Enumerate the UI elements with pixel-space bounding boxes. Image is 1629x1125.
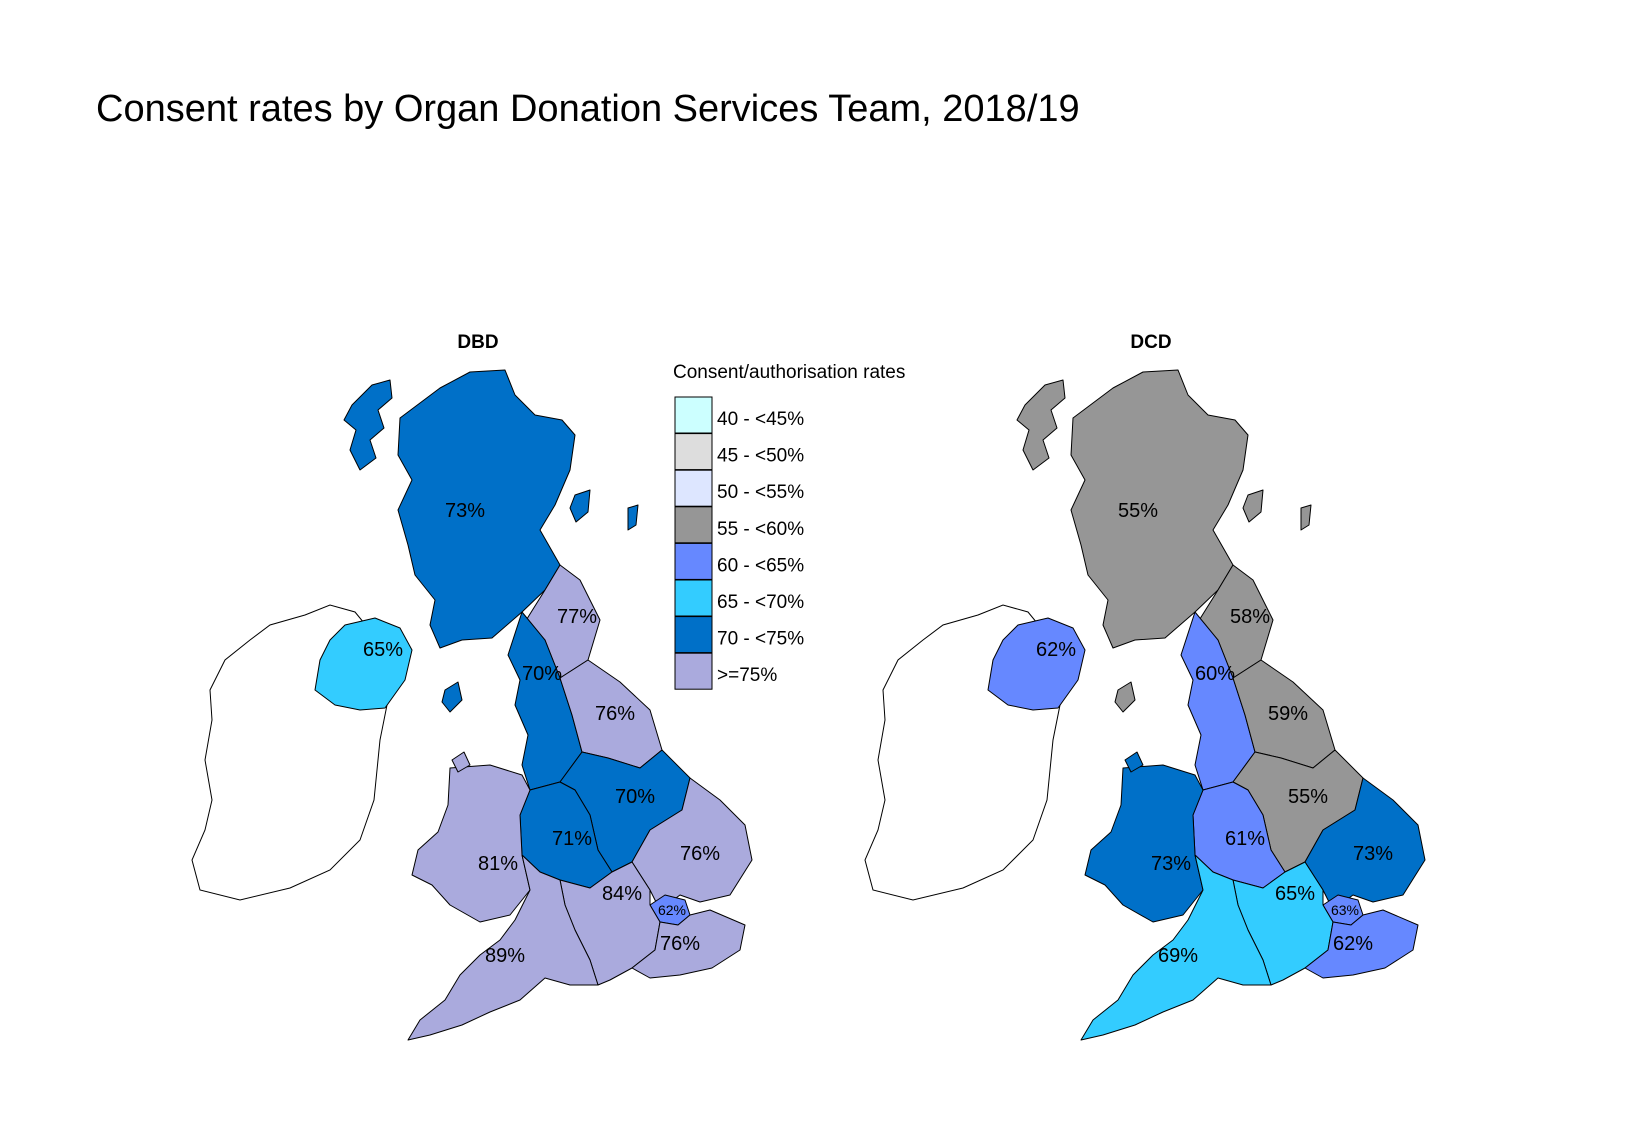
label-south-central: 65% (1275, 883, 1315, 905)
dbd-map-title: DBD (457, 332, 498, 353)
label-north-east: 58% (1230, 606, 1270, 628)
legend-swatch (674, 469, 713, 507)
label-west-midlands: 61% (1225, 828, 1265, 850)
label-eastern: 73% (1353, 843, 1393, 865)
label-south-west: 69% (1158, 945, 1198, 967)
label-wales: 73% (1151, 853, 1191, 875)
legend-label: 50 - <55% (717, 482, 804, 503)
legend-label: 40 - <45% (717, 409, 804, 430)
dcd-map: DCD 55% 62% 58% 60% 59% 55% 61% 73% 73% … (864, 332, 1426, 1041)
label-yorkshire: 59% (1268, 703, 1308, 725)
legend-swatch (674, 652, 713, 690)
dcd-map-title: DCD (1130, 332, 1171, 353)
label-eastern: 76% (680, 843, 720, 865)
label-scotland: 73% (445, 500, 485, 522)
label-wales: 81% (478, 853, 518, 875)
legend-label: 55 - <60% (717, 519, 804, 540)
legend-swatch (674, 506, 713, 544)
label-london: 63% (1331, 902, 1359, 918)
region-eastern (631, 777, 753, 911)
label-midlands: 55% (1288, 786, 1328, 808)
label-south-central: 84% (602, 883, 642, 905)
region-scotland-islands (1016, 379, 1312, 713)
legend: Consent/authorisation rates 40 - <45% 45 … (673, 362, 905, 690)
region-south-west (407, 854, 599, 1041)
label-south-east: 76% (660, 933, 700, 955)
region-south-east (631, 909, 746, 979)
region-scotland-islands (343, 379, 639, 713)
legend-swatch (674, 616, 713, 654)
label-midlands: 70% (615, 786, 655, 808)
legend-title: Consent/authorisation rates (673, 362, 905, 383)
region-south-west (1080, 854, 1272, 1041)
legend-swatch (674, 396, 713, 434)
legend-label: 60 - <65% (717, 555, 804, 576)
legend-label: 45 - <50% (717, 446, 804, 467)
dbd-map: DBD 73% 65% 77% 70% (191, 332, 753, 1041)
label-london: 62% (658, 902, 686, 918)
label-north-west: 70% (522, 663, 562, 685)
label-west-midlands: 71% (552, 828, 592, 850)
label-south-east: 62% (1333, 933, 1373, 955)
legend-swatch (674, 542, 713, 580)
label-scotland: 55% (1118, 500, 1158, 522)
legend-label: >=75% (717, 665, 777, 686)
region-wales-anglesey (1124, 751, 1144, 773)
label-south-west: 89% (485, 945, 525, 967)
region-south-east (1304, 909, 1419, 979)
legend-label: 70 - <75% (717, 629, 804, 650)
region-northern-ireland (987, 617, 1086, 711)
region-wales (1084, 764, 1204, 923)
page-title: Consent rates by Organ Donation Services… (96, 88, 1080, 130)
legend-swatch (674, 579, 713, 617)
region-wales (411, 764, 531, 923)
legend-swatch (674, 433, 713, 471)
label-north-east: 77% (557, 606, 597, 628)
label-north-west: 60% (1195, 663, 1235, 685)
legend-label: 65 - <70% (717, 592, 804, 613)
label-northern-ireland: 62% (1036, 639, 1076, 661)
region-northern-ireland (314, 617, 413, 711)
region-wales-anglesey (451, 751, 471, 773)
label-yorkshire: 76% (595, 703, 635, 725)
label-northern-ireland: 65% (363, 639, 403, 661)
region-eastern (1304, 777, 1426, 911)
